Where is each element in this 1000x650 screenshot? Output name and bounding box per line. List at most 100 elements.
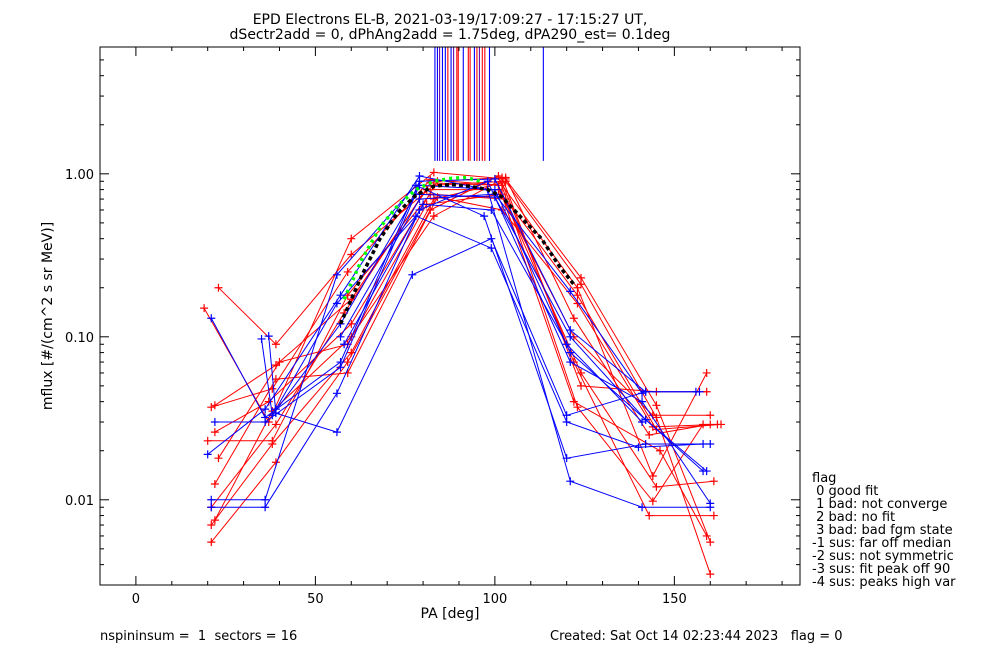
data-point	[271, 405, 280, 414]
data-point	[699, 467, 708, 476]
data-point	[261, 503, 270, 512]
data-point	[264, 332, 273, 341]
data-point	[573, 283, 582, 292]
data-point	[641, 387, 650, 396]
data-point	[429, 212, 438, 221]
data-point	[347, 250, 356, 259]
data-point	[271, 340, 280, 349]
series-line	[210, 178, 696, 419]
data-point	[332, 270, 341, 279]
chart-title: EPD Electrons EL-B, 2021-03-19/17:09:27 …	[253, 12, 648, 28]
series-line	[203, 171, 711, 543]
data-point	[207, 538, 216, 547]
data-point	[210, 516, 219, 525]
series-line	[210, 175, 704, 543]
x-tick-label: 0	[132, 592, 140, 607]
red-series	[203, 190, 726, 445]
data-point	[426, 205, 435, 214]
data-point	[562, 340, 571, 349]
data-point	[415, 171, 424, 180]
data-point	[577, 381, 586, 390]
series-line	[211, 184, 711, 501]
data-point	[577, 368, 586, 377]
data-point	[261, 418, 270, 427]
legend-title: flag	[812, 471, 836, 486]
data-point	[645, 511, 654, 520]
data-point	[268, 439, 277, 448]
series-line	[210, 182, 708, 537]
data-point	[347, 319, 356, 328]
data-point	[709, 511, 718, 520]
data-point	[336, 363, 345, 372]
y-axis-label: mflux [#/(cm^2 s sr MeV)]	[40, 222, 56, 410]
data-point	[569, 314, 578, 323]
data-point	[200, 304, 209, 313]
data-point	[408, 270, 417, 279]
axis-layer: 0 50 100 150 0.01 0.10 1.00	[65, 46, 800, 607]
plot-frame	[99, 46, 801, 586]
marker-lines	[434, 47, 544, 161]
data-point	[695, 387, 704, 396]
blue-series	[207, 177, 715, 512]
data-point	[268, 411, 277, 420]
data-point	[207, 521, 216, 530]
data-point	[562, 418, 571, 427]
data-point	[638, 397, 647, 406]
data-point	[207, 503, 216, 512]
data-point	[566, 326, 575, 335]
data-point	[648, 497, 657, 506]
series-line	[214, 176, 711, 521]
red-series	[214, 177, 715, 579]
data-point	[214, 454, 223, 463]
data-layer	[200, 168, 726, 579]
red-series	[200, 168, 715, 547]
series-line	[207, 193, 722, 442]
data-point	[207, 403, 216, 412]
data-point	[702, 387, 711, 396]
data-point	[490, 174, 499, 183]
data-point	[566, 348, 575, 357]
data-point	[336, 332, 345, 341]
data-point	[638, 503, 647, 512]
data-point	[573, 291, 582, 300]
flag-legend: flag 0 good fit 1 bad: not converge 2 ba…	[812, 471, 956, 590]
data-point	[433, 193, 442, 202]
data-point	[562, 454, 571, 463]
data-point	[566, 287, 575, 296]
data-point	[501, 173, 510, 182]
data-point	[652, 482, 661, 491]
red-series	[210, 173, 715, 525]
legend-entry: -3 sus: fit peak off 90	[812, 562, 950, 577]
data-point	[702, 531, 711, 540]
legend-entry: -2 sus: not symmetric	[812, 549, 954, 564]
series-line	[211, 179, 708, 478]
data-point	[577, 280, 586, 289]
blue-series	[257, 190, 708, 476]
data-point	[203, 436, 212, 445]
data-point	[706, 538, 715, 547]
red-series	[214, 190, 718, 491]
data-point	[336, 291, 345, 300]
data-point	[566, 358, 575, 367]
legend-entry: 0 good fit	[812, 484, 878, 499]
data-point	[706, 439, 715, 448]
chart-subtitle: dSectr2add = 0, dPhAng2add = 1.75deg, dP…	[230, 27, 671, 43]
series-line	[218, 180, 711, 575]
blue-series	[271, 212, 708, 452]
data-point	[652, 401, 661, 410]
data-point	[709, 477, 718, 486]
data-point	[207, 495, 216, 504]
data-point	[702, 368, 711, 377]
red-series	[210, 185, 715, 420]
legend-entry: -4 sus: peaks high var	[812, 575, 956, 590]
data-point	[573, 403, 582, 412]
data-point	[257, 334, 266, 343]
series-line	[268, 238, 700, 433]
legend-entry: -1 sus: far off median	[812, 536, 951, 551]
data-point	[207, 314, 216, 323]
data-point	[210, 428, 219, 437]
series-line	[211, 180, 711, 508]
red-series	[207, 171, 708, 547]
data-point	[332, 428, 341, 437]
